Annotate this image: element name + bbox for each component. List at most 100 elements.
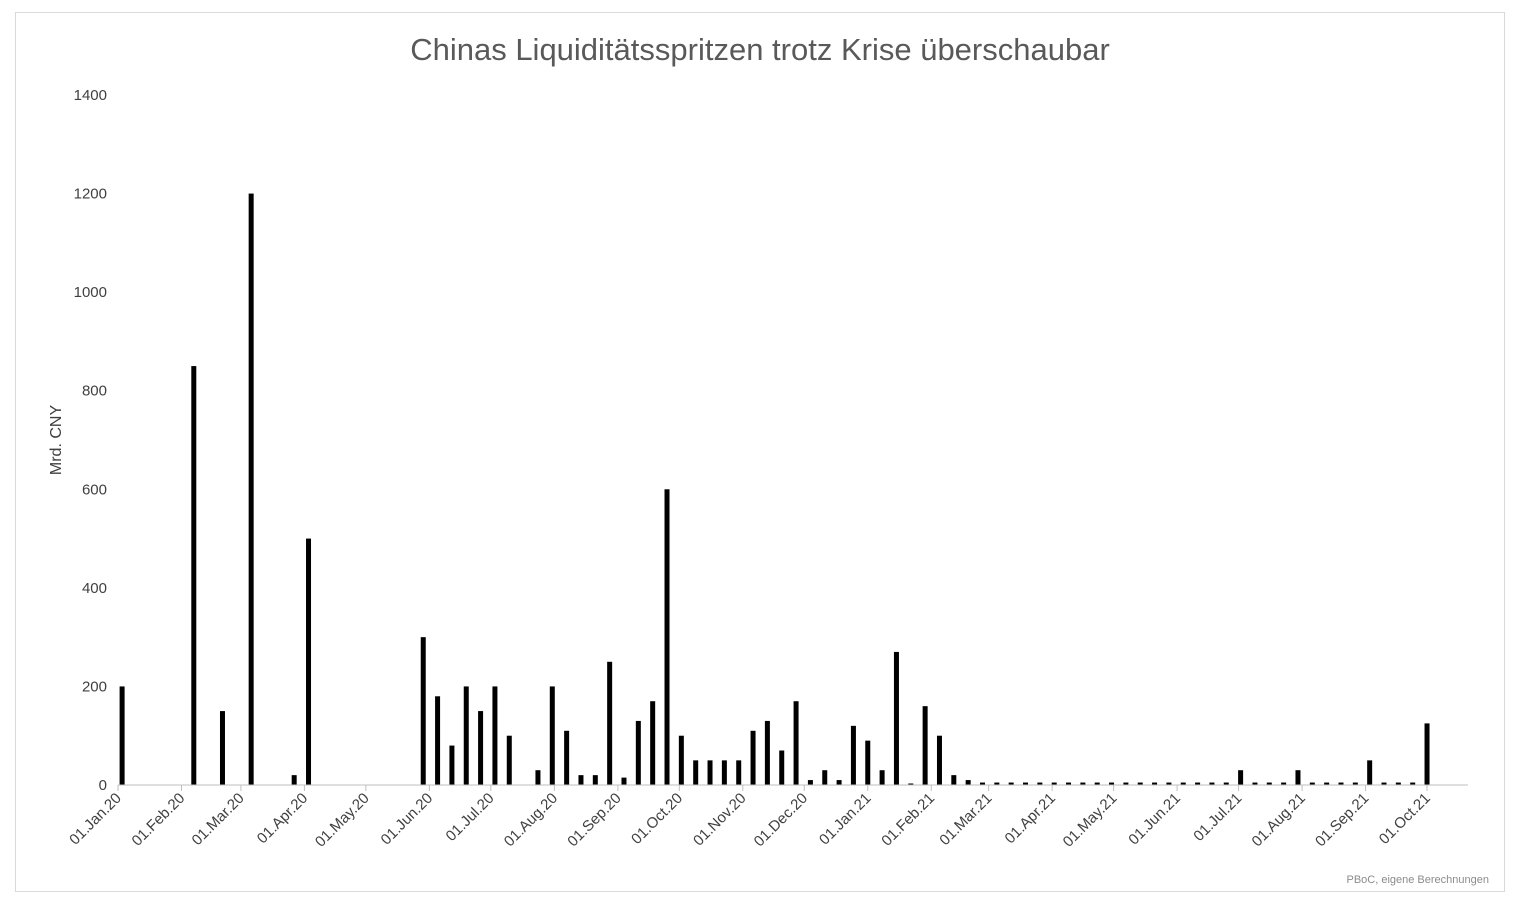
bar xyxy=(592,775,598,785)
bar xyxy=(191,366,197,785)
bar xyxy=(1266,782,1272,785)
x-tick-label: 01.May.21 xyxy=(1060,790,1121,851)
bar xyxy=(1051,782,1057,785)
x-tick-label: 01.Oct.20 xyxy=(628,790,686,848)
bar xyxy=(119,686,125,785)
x-tick-label: 01.Feb.21 xyxy=(878,790,938,850)
bar xyxy=(850,725,856,785)
bar xyxy=(478,711,484,785)
x-tick-label: 01.Jul.21 xyxy=(1190,790,1245,845)
bar xyxy=(1166,782,1172,785)
x-tick-label: 01.Aug.20 xyxy=(501,790,561,850)
y-tick-label: 0 xyxy=(99,777,107,794)
x-tick-label: 01.Mar.20 xyxy=(189,790,248,849)
bar xyxy=(807,780,813,785)
bar xyxy=(420,637,426,785)
x-tick-label: 01.Jan.21 xyxy=(816,790,875,849)
bar xyxy=(1094,782,1100,785)
bar xyxy=(1367,760,1373,785)
bar xyxy=(1338,782,1344,785)
bar xyxy=(664,489,670,785)
y-tick-label: 800 xyxy=(82,383,107,400)
bar xyxy=(1238,770,1244,785)
bar xyxy=(506,735,512,785)
bar xyxy=(836,780,842,785)
y-axis-label: Mrd. CNY xyxy=(48,405,65,476)
bar xyxy=(1037,782,1043,785)
bar xyxy=(607,661,613,785)
bar xyxy=(578,775,584,785)
bar xyxy=(1195,782,1201,785)
bar xyxy=(1424,723,1430,785)
bar xyxy=(879,770,885,785)
bar xyxy=(435,696,441,785)
chart-frame xyxy=(15,12,1505,892)
bar xyxy=(779,750,785,785)
bar xyxy=(1023,782,1029,785)
bar xyxy=(1395,782,1401,785)
bar xyxy=(707,760,713,785)
bar xyxy=(865,740,871,785)
x-tick-label: 01.Sep.21 xyxy=(1312,790,1372,850)
y-tick-label: 200 xyxy=(82,678,107,695)
x-tick-label: 01.Apr.20 xyxy=(254,790,311,847)
bar xyxy=(635,720,641,785)
bar xyxy=(1209,782,1215,785)
x-tick-label: 01.Oct.21 xyxy=(1376,790,1434,848)
bar-series xyxy=(119,193,1430,785)
bar xyxy=(291,775,297,785)
bar xyxy=(535,770,541,785)
bar xyxy=(1223,782,1229,785)
bar xyxy=(721,760,727,785)
bar xyxy=(764,720,770,785)
bar xyxy=(1295,770,1301,785)
bar xyxy=(219,711,225,785)
bar xyxy=(922,706,928,785)
x-tick-label: 01.Jun.20 xyxy=(378,790,437,849)
bar xyxy=(248,193,254,785)
x-tick-label: 01.Mar.21 xyxy=(936,790,995,849)
chart-title: Chinas Liquiditätsspritzen trotz Krise ü… xyxy=(410,32,1110,67)
bar xyxy=(951,775,957,785)
bar xyxy=(463,686,469,785)
x-tick-label: 01.Jan.20 xyxy=(66,790,125,849)
bar xyxy=(1324,782,1330,785)
bar xyxy=(893,651,899,785)
x-tick-label: 01.Jul.20 xyxy=(443,790,498,845)
bar xyxy=(1410,782,1416,785)
bar xyxy=(1123,782,1129,785)
bar xyxy=(564,730,570,785)
bar xyxy=(822,770,828,785)
bar xyxy=(1109,782,1115,785)
y-axis-ticks: 0 200 400 600 800 1000 1200 1400 xyxy=(74,87,107,794)
x-tick-label: 01.Apr.21 xyxy=(1002,790,1059,847)
bar xyxy=(492,686,498,785)
bar xyxy=(1352,782,1358,785)
y-tick-label: 1400 xyxy=(74,87,107,104)
bar xyxy=(994,782,1000,785)
x-tick-label: 01.Jun.21 xyxy=(1125,790,1184,849)
bar xyxy=(1008,782,1014,785)
bar xyxy=(693,760,699,785)
y-tick-label: 400 xyxy=(82,580,107,597)
bar xyxy=(1152,782,1158,785)
x-tick-label: 01.Feb.20 xyxy=(129,790,189,850)
bar xyxy=(1080,782,1086,785)
x-tick-label: 01.Dec.20 xyxy=(751,790,811,850)
bar xyxy=(306,538,312,785)
bar xyxy=(678,735,684,785)
bar xyxy=(965,780,971,785)
bar xyxy=(1381,782,1387,785)
bar xyxy=(449,745,455,785)
bar xyxy=(1066,782,1072,785)
y-tick-label: 1200 xyxy=(74,186,107,203)
bar xyxy=(908,783,914,785)
x-axis-ticks: 01.Jan.20 01.Feb.20 01.Mar.20 01.Apr.20 01.M… xyxy=(66,785,1434,851)
bar xyxy=(936,735,942,785)
bar xyxy=(1309,782,1315,785)
y-tick-label: 600 xyxy=(82,481,107,498)
bar xyxy=(979,782,985,785)
x-tick-label: 01.Aug.21 xyxy=(1249,790,1309,850)
bar xyxy=(750,730,756,785)
bar xyxy=(793,701,799,785)
